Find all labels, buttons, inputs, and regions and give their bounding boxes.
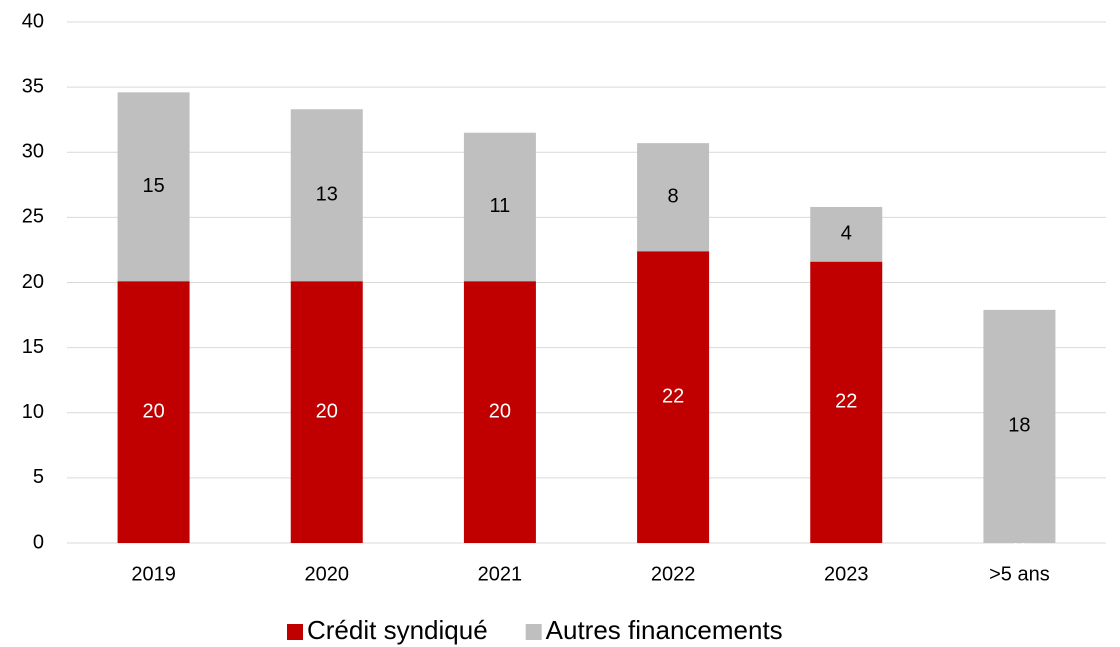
legend-label: Autres financements (546, 615, 783, 645)
x-tick-label: >5 ans (989, 563, 1050, 585)
data-label: 18 (1008, 415, 1030, 437)
x-tick-label: 2019 (131, 563, 176, 585)
y-tick-label: 40 (22, 10, 44, 32)
y-tick-label: 35 (22, 75, 44, 97)
x-tick-label: 2021 (478, 563, 523, 585)
data-label: 22 (662, 385, 684, 407)
x-tick-label: 2022 (651, 563, 696, 585)
y-tick-label: 15 (22, 336, 44, 358)
bar-segment (290, 109, 363, 282)
bar-segment (463, 281, 536, 543)
bar-segment (117, 92, 190, 282)
data-label: 20 (489, 400, 511, 422)
legend-swatch (525, 624, 542, 640)
bar-segment (463, 132, 536, 282)
y-tick-label: 10 (22, 401, 44, 423)
bar-segment (810, 261, 883, 543)
data-label: 13 (316, 184, 338, 206)
data-label: 8 (668, 185, 679, 207)
data-label: 20 (316, 400, 338, 422)
y-tick-label: 5 (33, 466, 44, 488)
bar-segment (290, 281, 363, 543)
y-tick-label: 0 (33, 531, 44, 553)
bar-segment (810, 206, 883, 262)
data-label: 20 (142, 400, 164, 422)
legend-label: Crédit syndiqué (307, 615, 488, 645)
data-label: 22 (835, 391, 857, 413)
bar-segment (637, 251, 710, 544)
legend-swatch (287, 624, 303, 640)
data-label: 15 (142, 175, 164, 197)
bar-segment (637, 143, 710, 252)
data-label: 11 (490, 195, 511, 217)
y-tick-label: 25 (22, 206, 44, 228)
bar-segment (983, 309, 1056, 543)
y-tick-label: 30 (22, 141, 44, 163)
x-tick-label: 2020 (305, 563, 350, 585)
bar-segment (117, 281, 190, 543)
x-tick-label: 2023 (824, 563, 869, 585)
y-tick-label: 20 (22, 271, 44, 293)
data-label: 4 (841, 223, 852, 245)
